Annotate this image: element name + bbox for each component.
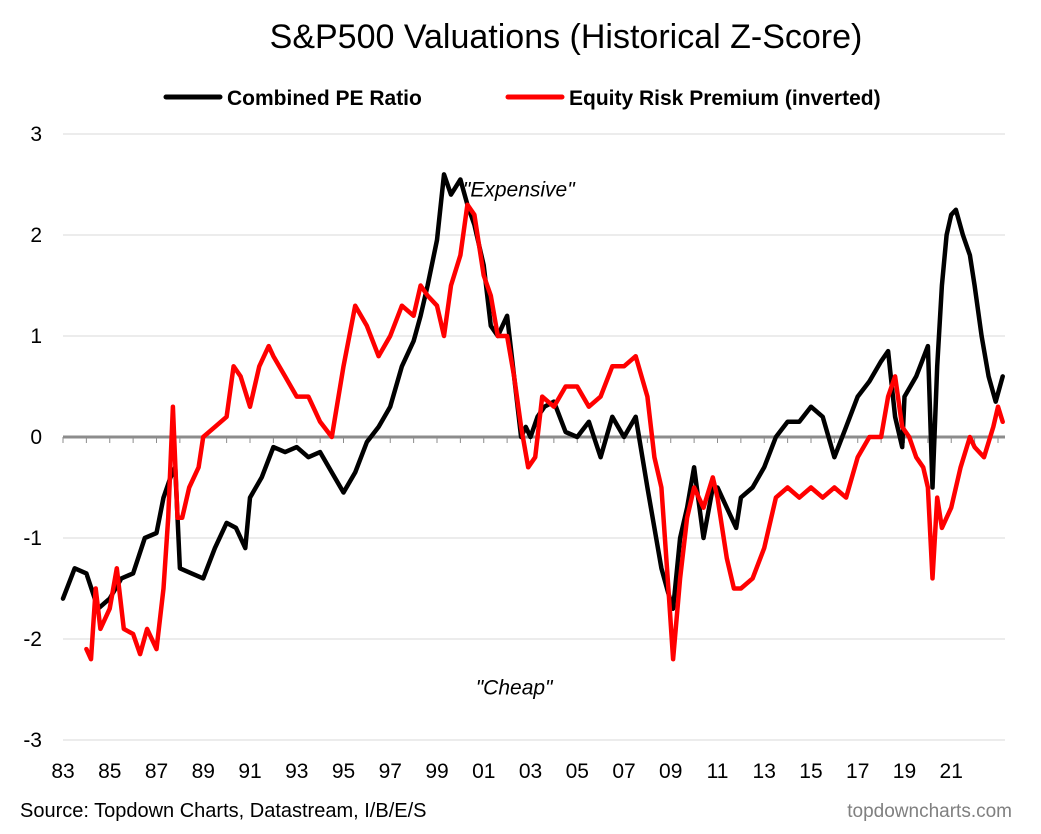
source-note: Source: Topdown Charts, Datastream, I/B/… bbox=[20, 800, 426, 822]
y-tick-label: -3 bbox=[23, 729, 42, 752]
x-tick-label: 11 bbox=[707, 760, 729, 783]
x-tick-label: 89 bbox=[192, 760, 215, 783]
x-tick-label: 17 bbox=[846, 760, 869, 783]
x-tick-label: 13 bbox=[753, 760, 776, 783]
series-line-equity-risk-premium bbox=[84, 202, 1005, 662]
y-tick-label: -1 bbox=[23, 527, 42, 550]
y-tick-label: -2 bbox=[23, 628, 42, 651]
annotations: "Expensive" "Cheap" bbox=[463, 179, 576, 700]
legend-label: Combined PE Ratio bbox=[227, 87, 422, 110]
series-line-combined-pe bbox=[60, 172, 1005, 611]
x-tick-label: 19 bbox=[893, 760, 916, 783]
y-tick-label: 1 bbox=[30, 325, 42, 348]
x-tick-label: 83 bbox=[51, 760, 74, 783]
x-tick-label: 95 bbox=[332, 760, 355, 783]
x-tick-label: 01 bbox=[472, 760, 495, 783]
y-axis: 3 2 1 0 -1 -2 -3 bbox=[23, 123, 42, 752]
x-tick-label: 97 bbox=[379, 760, 402, 783]
x-tick-label: 91 bbox=[238, 760, 261, 783]
x-tick-label: 05 bbox=[566, 760, 589, 783]
x-tick-label: 93 bbox=[285, 760, 308, 783]
x-tick-label: 07 bbox=[612, 760, 635, 783]
y-tick-label: 3 bbox=[30, 123, 42, 146]
x-tick-label: 15 bbox=[799, 760, 822, 783]
chart-title: S&P500 Valuations (Historical Z-Score) bbox=[270, 18, 863, 56]
x-tick-label: 87 bbox=[145, 760, 168, 783]
y-tick-label: 0 bbox=[30, 426, 42, 449]
legend-label: Equity Risk Premium (inverted) bbox=[569, 87, 881, 110]
x-tick-label: 21 bbox=[940, 760, 963, 783]
x-tick-label: 03 bbox=[519, 760, 542, 783]
legend: Combined PE Ratio Equity Risk Premium (in… bbox=[163, 87, 881, 110]
x-tick-label: 85 bbox=[98, 760, 121, 783]
brand-watermark: topdowncharts.com bbox=[847, 801, 1012, 822]
series-lines bbox=[60, 172, 1005, 662]
x-tick-label: 99 bbox=[425, 760, 448, 783]
x-axis: 83 85 87 89 91 93 95 97 99 01 03 05 07 09 11 13 15 17 19 21 bbox=[51, 760, 963, 783]
annotation-label: "Cheap" bbox=[476, 677, 554, 700]
x-tick-label: 09 bbox=[659, 760, 682, 783]
y-tick-label: 2 bbox=[30, 224, 42, 247]
annotation-label: "Expensive" bbox=[463, 179, 576, 202]
